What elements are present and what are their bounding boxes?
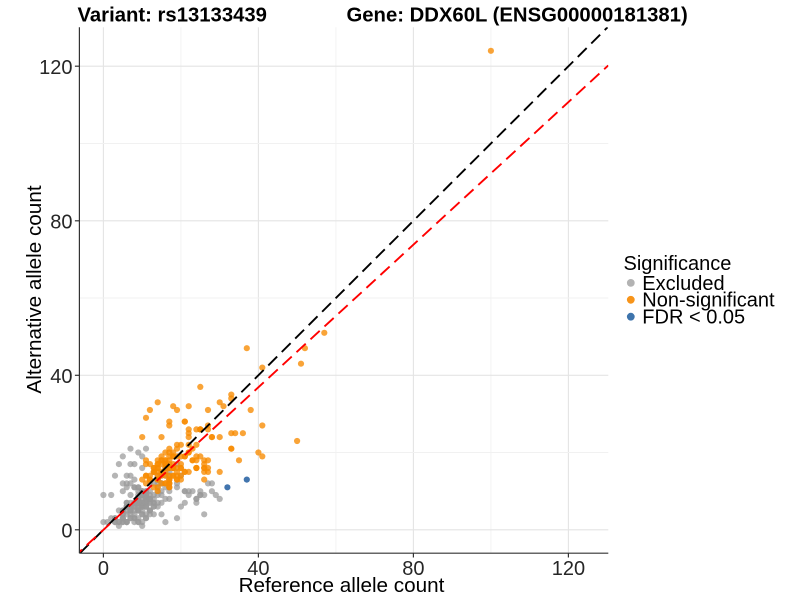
svg-text:40: 40 [50,366,72,388]
svg-text:120: 120 [39,57,72,79]
svg-text:0: 0 [98,558,109,580]
svg-text:Significance: Significance [624,253,732,275]
svg-text:FDR < 0.05: FDR < 0.05 [642,307,745,329]
svg-text:80: 80 [402,558,424,580]
svg-text:120: 120 [552,558,585,580]
svg-text:Variant: rs13133439: Variant: rs13133439 [78,5,267,27]
svg-text:40: 40 [247,558,269,580]
svg-text:Alternative allele count: Alternative allele count [23,185,46,393]
svg-text:Non-significant: Non-significant [642,290,775,312]
svg-text:Reference allele count: Reference allele count [239,574,445,597]
svg-text:0: 0 [61,521,72,543]
svg-text:Excluded: Excluded [642,273,724,295]
svg-text:80: 80 [50,212,72,234]
svg-text:Gene: DDX60L (ENSG00000181381): Gene: DDX60L (ENSG00000181381) [347,5,688,27]
